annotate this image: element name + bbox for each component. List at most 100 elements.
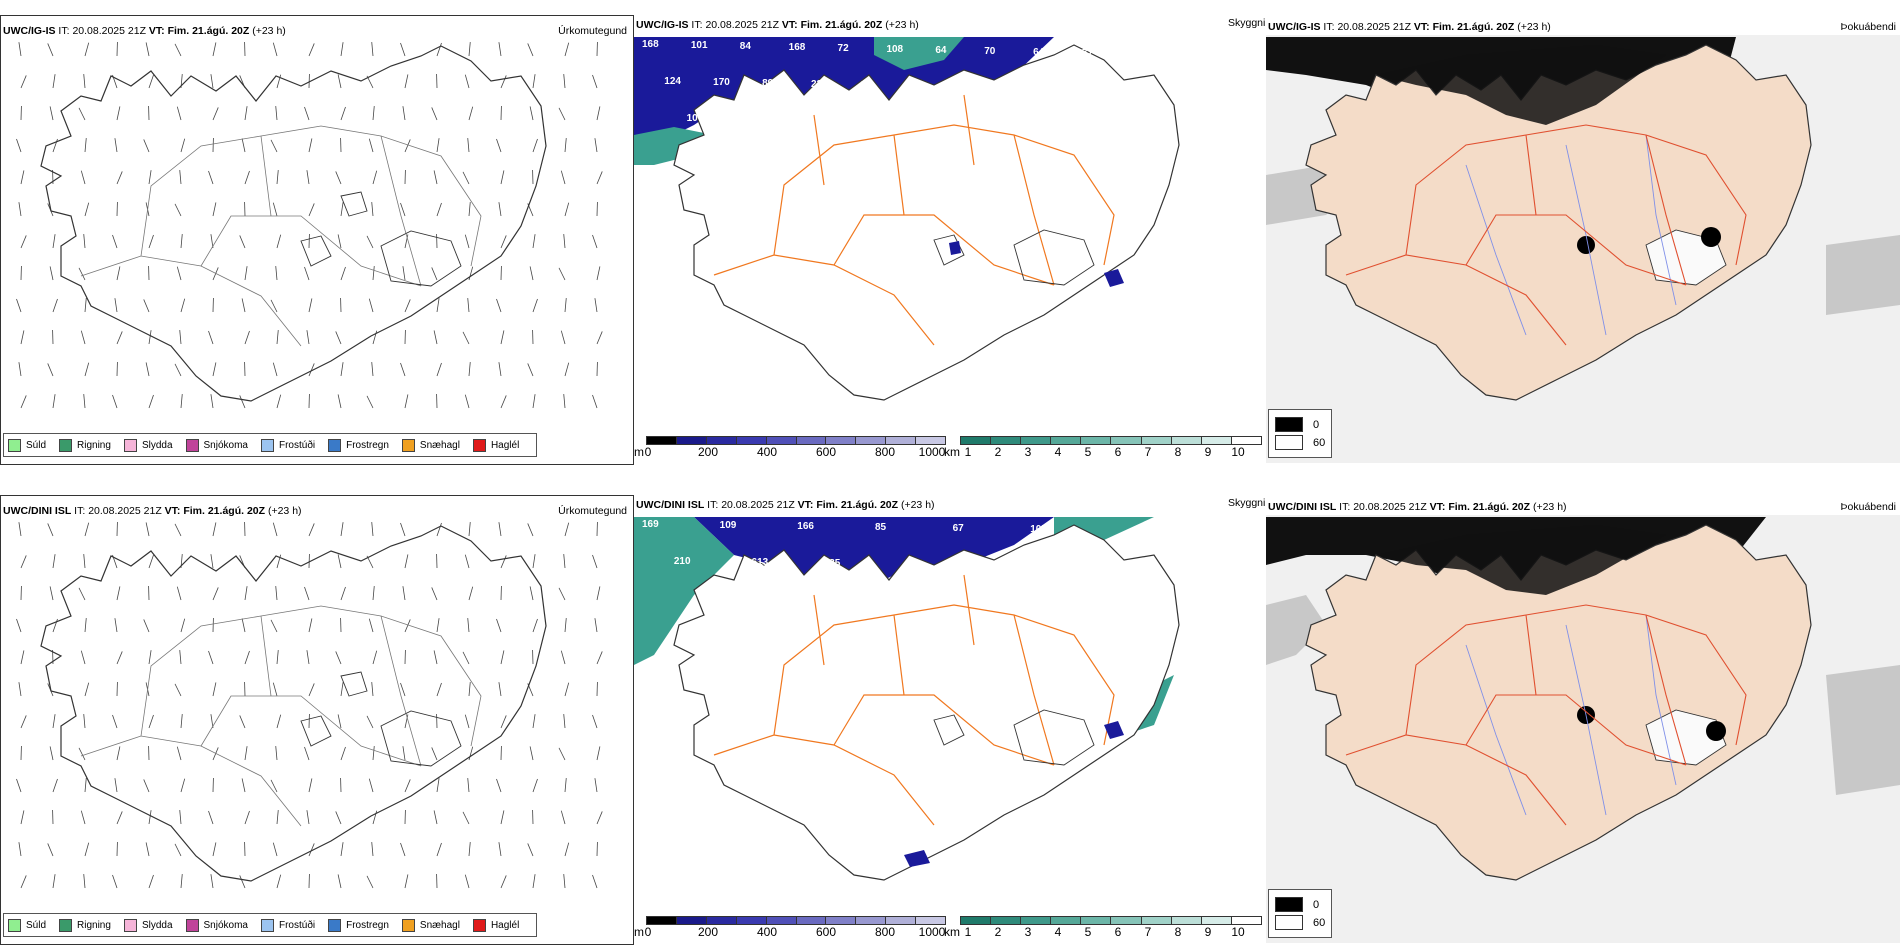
fog-spot [1577,236,1595,254]
cloud-base-label: 210 [673,556,691,567]
wind-barb [20,395,27,409]
wind-barb [176,106,182,121]
wind-barb [308,523,315,537]
visibility-panel-top: 168 124 107 101 170 176 84 89 264 168 233 127 72 68 76… [634,15,1265,463]
wind-barb [84,138,87,153]
wind-barb [400,362,406,377]
wind-barb [532,778,538,793]
wind-barb [143,619,150,633]
wind-barb [180,138,186,153]
wind-barb [337,74,342,89]
wind-barb [560,170,566,185]
wind-barb [47,843,54,857]
wind-barb [433,170,438,185]
wind-barb [78,107,86,121]
wind-barb [270,619,278,633]
wind-barb [436,618,440,633]
visibility-tick: 6 [1114,925,1122,939]
visibility-tick: 4 [1054,445,1062,459]
wind-barb [563,874,566,889]
wind-barb [467,618,470,633]
wind-barb [592,874,598,889]
visibility-colorbar: km 1 2 3 4 5 6 7 8 9 10 [944,436,1264,460]
wind-barb [270,139,278,153]
wind-barb [84,42,90,57]
cloud-base-label: 84 [739,41,751,52]
wind-barb [436,42,442,57]
precip-panel-bottom: UWC/DINI ISL IT: 20.08.2025 21Z VT: Fim.… [0,495,634,945]
glacier-fog [1645,709,1727,766]
wind-barb [180,234,183,249]
wind-barb [564,362,570,377]
ceiling-tick: 600 [815,445,837,459]
wind-barb [148,394,154,409]
wind-barb [306,330,310,345]
wind-barb [83,554,86,569]
wind-barb [498,202,502,217]
fog-panel-top: UWC/IG-IS IT: 20.08.2025 21Z VT: Fim. 21… [1266,15,1900,463]
ceiling-unit: m [634,445,644,459]
wind-barb [244,170,250,185]
panel-header: UWC/DINI ISL IT: 20.08.2025 21Z VT: Fim.… [636,499,935,511]
visibility-tick: 2 [994,925,1002,939]
wind-barb [340,42,344,57]
wind-barb [18,682,22,697]
cloud-base-label: 110 [861,595,878,606]
wind-barb [78,587,86,601]
wind-barb [596,171,603,185]
ceiling-colorbar: m 0 200 400 600 800 1000 [634,916,946,940]
ceiling-tick: 400 [756,925,778,939]
wind-barb [558,587,566,601]
wind-barb [335,811,342,825]
wind-barb [436,522,442,537]
wind-barb [368,138,374,153]
wind-barb [337,394,342,409]
wind-barb [532,874,536,889]
wind-barb [564,298,567,313]
wind-barb [532,234,536,249]
cloud-base-label: 64 [935,45,947,56]
wind-barb [212,682,217,697]
wind-barb [244,586,248,601]
iceland-outline [673,44,1180,401]
wind-barb [148,874,154,889]
roads [1345,604,1747,826]
wind-barb [529,746,534,761]
wind-barb [436,842,442,857]
wind-barb [462,171,470,185]
wind-barb [404,234,409,249]
cloud-base-label: 59 [906,559,918,570]
wind-barb [212,587,219,601]
wind-barb [500,555,507,569]
wind-barb [116,331,123,345]
cloud-base-label: 107 [686,113,704,124]
wind-barb [402,266,406,281]
wind-barb [148,554,154,569]
wind-barb [308,843,315,857]
iceland-land [1305,44,1812,401]
wind-barb [366,395,374,409]
glacier-outline [933,709,1095,766]
legend-item: Frostúði [260,918,315,932]
wind-barb [180,618,186,633]
wind-barb [402,106,406,121]
cloud-base-label: 68 [859,80,871,91]
wind-barb [498,42,502,57]
ceiling-tick: 600 [815,925,837,939]
wind-barb [436,778,440,793]
fog-legend: 0 60 [1268,889,1333,938]
wind-barb [462,331,470,345]
wind-barb [47,43,54,57]
legend-swatch [260,918,274,932]
wind-barb [372,586,375,601]
wind-barb [210,74,214,89]
wind-barb [498,362,502,377]
cloud-base-label: 130 [705,593,723,604]
cloud-base-label: 70 [1028,120,1040,131]
cloud-base-label: 118 [1077,121,1094,132]
wind-barb [304,106,310,121]
wind-barb [176,586,182,601]
wind-barb [594,618,598,633]
wind-barb [462,811,470,825]
legend-swatch [260,438,274,452]
